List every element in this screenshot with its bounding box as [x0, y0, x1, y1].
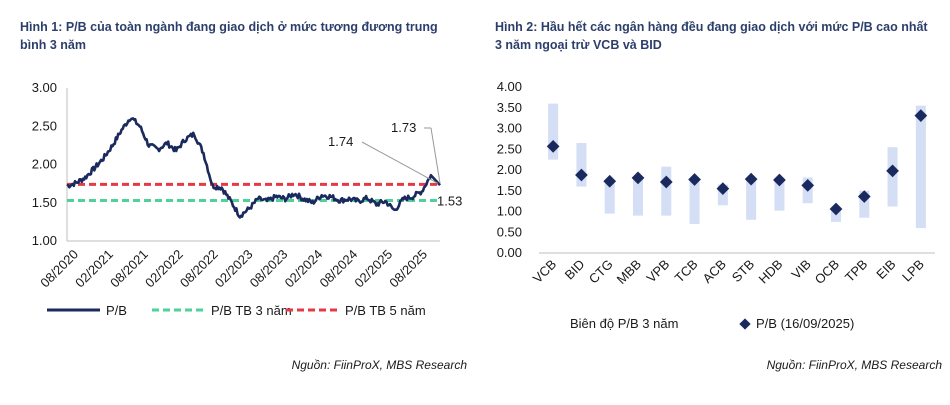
x-tick-label: 02/2021	[72, 247, 116, 291]
pb-marker-acb	[716, 182, 730, 196]
pb-marker-eib	[886, 164, 899, 178]
x-tick-label: 08/2021	[107, 247, 151, 291]
legend-range-label: Biên độ P/B 3 năm	[570, 316, 678, 331]
range-bar-tcb	[689, 178, 700, 224]
x-tick-label: 08/2020	[37, 247, 81, 291]
range-bar-vcb	[548, 103, 559, 160]
figure-1-title: Hình 1: P/B của toàn ngành đang giao dịc…	[20, 20, 438, 52]
x-tick-label: 08/2024	[316, 247, 360, 291]
pb-marker-vpb	[659, 175, 673, 189]
x-tick-label: 02/2024	[282, 247, 326, 291]
legend-pb-label: P/B	[106, 303, 127, 318]
pb-marker-tcb	[688, 173, 701, 186]
figure-1-source: Nguồn: FiinProX, MBS Research	[291, 358, 467, 372]
range-bar-bid	[576, 143, 587, 187]
pb-industry-chart: 1.001.502.002.503.0008/202002/202108/202…	[32, 80, 463, 318]
x-tick-label: CTG	[586, 257, 616, 287]
legend-avg5-label: P/B TB 5 năm	[345, 303, 426, 318]
range-bar-mbb	[633, 177, 643, 216]
annotation-leader	[361, 141, 439, 184]
x-tick-label: VPB	[643, 257, 672, 286]
y-tick-label: 3.50	[497, 100, 522, 115]
range-bar-ctg	[604, 180, 615, 214]
y-tick-label: 1.00	[32, 233, 57, 248]
annotation-leader	[430, 127, 441, 184]
y-tick-label: 2.00	[32, 157, 57, 172]
y-tick-label: 4.00	[497, 79, 522, 94]
legend-marker-swatch	[739, 318, 751, 330]
y-tick-label: 1.50	[32, 195, 57, 210]
x-tick-label: 02/2023	[212, 247, 256, 291]
pb-marker-ctg	[603, 174, 617, 188]
pb-marker-hdb	[773, 173, 786, 187]
pb-series-line	[66, 117, 441, 219]
figure-1-panel: Hình 1: P/B của toàn ngành đang giao dịc…	[20, 20, 467, 372]
pb-marker-lpb	[914, 109, 928, 122]
annotation-label: 1.74	[328, 134, 353, 149]
x-tick-label: 08/2025	[386, 247, 430, 291]
y-tick-label: 1.50	[497, 183, 522, 198]
x-tick-label: 02/2022	[142, 247, 186, 291]
range-bar-tpb	[859, 190, 870, 218]
x-tick-label: MBB	[614, 257, 645, 288]
figure-2-panel: Hình 2: Hầu hết các ngân hàng đều đang g…	[475, 0, 950, 405]
annotation-label: 1.53	[437, 193, 462, 208]
x-tick-label: ACB	[699, 257, 729, 287]
figure-2-source: Nguồn: FiinProX, MBS Research	[766, 358, 942, 372]
pb-marker-vcb	[546, 139, 560, 153]
pb-marker-stb	[744, 172, 758, 186]
y-tick-label: 1.00	[497, 204, 522, 219]
legend-avg3-label: P/B TB 3 năm	[211, 303, 292, 318]
x-tick-label: TPB	[842, 257, 870, 285]
x-tick-label: LPB	[899, 257, 927, 285]
x-tick-label: 02/2025	[351, 247, 395, 291]
range-bar-stb	[746, 177, 757, 220]
x-tick-label: BID	[562, 257, 588, 283]
y-tick-label: 0.00	[497, 245, 522, 260]
x-tick-label: STB	[729, 257, 757, 285]
x-tick-label: HDB	[756, 257, 786, 287]
y-tick-label: 3.00	[497, 121, 522, 136]
y-tick-label: 0.50	[497, 224, 522, 239]
y-tick-label: 2.00	[497, 162, 522, 177]
range-bar-lpb	[915, 105, 926, 229]
x-tick-label: OCB	[812, 257, 843, 288]
x-tick-label: 08/2023	[247, 247, 291, 291]
range-bar-vpb	[661, 166, 672, 216]
x-tick-label: VCB	[530, 257, 560, 287]
x-tick-label: VIB	[788, 257, 813, 282]
x-tick-label: EIB	[873, 257, 898, 282]
y-tick-label: 2.50	[32, 118, 57, 133]
y-tick-label: 3.00	[32, 80, 57, 95]
legend-marker-label: P/B (16/09/2025)	[756, 316, 854, 331]
x-tick-label: 08/2022	[177, 247, 221, 291]
range-bar-hdb	[774, 177, 785, 211]
figure-2-title: Hình 2: Hầu hết các ngân hàng đều đang g…	[495, 20, 928, 52]
y-tick-label: 2.50	[497, 141, 522, 156]
annotation-label: 1.73	[391, 120, 416, 135]
x-tick-label: TCB	[672, 257, 701, 286]
